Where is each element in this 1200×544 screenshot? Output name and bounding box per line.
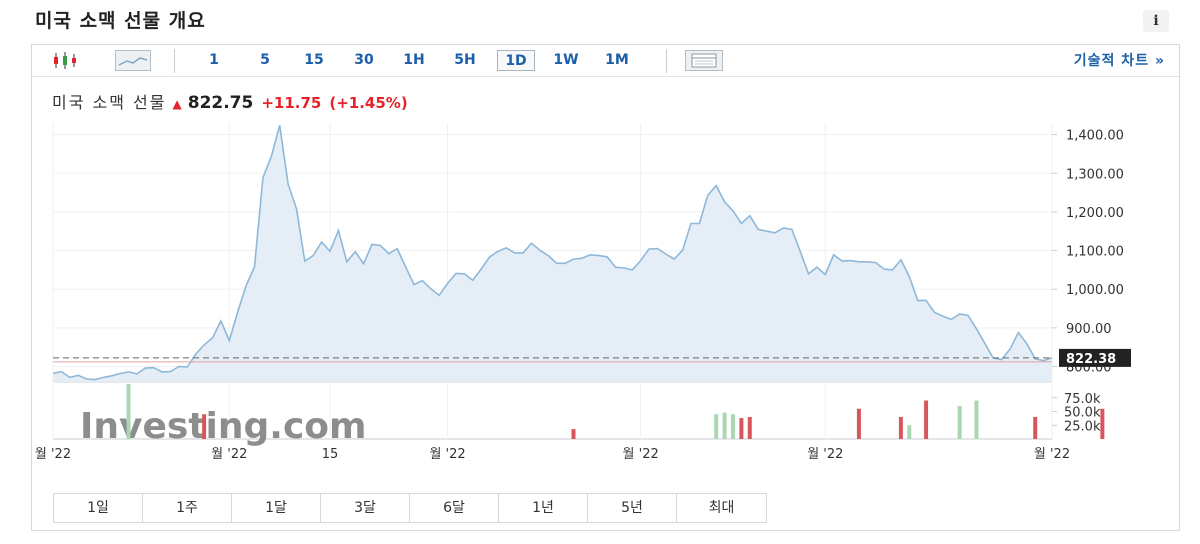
x-tick-label: 월 '22 bbox=[211, 447, 247, 462]
current-price-label: 822.38 bbox=[1066, 352, 1116, 367]
current-price-tag bbox=[1059, 348, 1131, 367]
volume-bar bbox=[730, 414, 735, 439]
volume-bar bbox=[747, 417, 752, 439]
interval-1m[interactable]: 1M bbox=[605, 52, 629, 68]
x-tick-label: 월 '22 bbox=[623, 447, 659, 462]
y-tick-label: 1,100.00 bbox=[1066, 245, 1124, 260]
range-1y-button[interactable]: 1년 bbox=[499, 494, 588, 522]
investing-watermark-logo: Investing.com bbox=[80, 406, 367, 447]
volume-bar bbox=[739, 418, 744, 439]
y-tick-label: 1,200.00 bbox=[1066, 206, 1124, 221]
volume-bar bbox=[924, 400, 929, 439]
interval-1w[interactable]: 1W bbox=[553, 52, 579, 68]
candlestick-icon[interactable] bbox=[50, 50, 82, 71]
volume-tick-label: 75.0k bbox=[1064, 392, 1101, 407]
range-1m-button[interactable]: 1달 bbox=[232, 494, 321, 522]
price-chart: 1,400.00 1,300.00 1,200.00 1,100.00 1,000.00… bbox=[35, 123, 1131, 462]
volume-tick-label: 25.0k bbox=[1064, 419, 1101, 434]
interval-30[interactable]: 30 bbox=[354, 52, 374, 68]
volume-tick-label: 50.0k bbox=[1064, 406, 1101, 421]
chart-toolbar: 1 5 15 30 1H 5H 1D 1W 1M 기술적 차트 » bbox=[32, 45, 1179, 77]
interval-1[interactable]: 1 bbox=[209, 52, 219, 68]
range-6m-button[interactable]: 6달 bbox=[410, 494, 499, 522]
range-1d-button[interactable]: 1일 bbox=[54, 494, 143, 522]
range-3m-button[interactable]: 3달 bbox=[321, 494, 410, 522]
volume-bar bbox=[957, 406, 962, 439]
range-1w-button[interactable]: 1주 bbox=[143, 494, 232, 522]
range-5y-button[interactable]: 5년 bbox=[588, 494, 677, 522]
volume-bar bbox=[714, 414, 719, 439]
price-line bbox=[52, 125, 1053, 381]
volume-bar bbox=[898, 417, 903, 439]
interval-15[interactable]: 15 bbox=[304, 52, 324, 68]
interval-1d[interactable]: 1D bbox=[497, 50, 535, 71]
volume-bar bbox=[856, 408, 861, 439]
volume-bar bbox=[722, 412, 727, 439]
price-area-fill bbox=[53, 125, 1052, 383]
instrument-name: 미국 소맥 선물 bbox=[52, 93, 167, 112]
volume-bar bbox=[974, 400, 979, 439]
range-selector: 1일 1주 1달 3달 6달 1년 5년 최대 bbox=[53, 493, 767, 523]
y-tick-label: 1,300.00 bbox=[1066, 167, 1124, 182]
interval-5[interactable]: 5 bbox=[260, 52, 270, 68]
info-icon[interactable]: i bbox=[1143, 10, 1169, 32]
interval-5h[interactable]: 5H bbox=[454, 52, 476, 68]
x-tick-label: 월 '22 bbox=[807, 447, 843, 462]
volume-bar bbox=[571, 429, 576, 439]
interval-1h[interactable]: 1H bbox=[403, 52, 425, 68]
page-title: 미국 소맥 선물 개요 bbox=[35, 10, 206, 32]
x-tick-label: 월 '22 bbox=[429, 447, 465, 462]
volume-bar bbox=[126, 384, 131, 439]
price-change-percent: (+1.45%) bbox=[329, 94, 408, 112]
volume-bar bbox=[1033, 417, 1038, 439]
price-change: +11.75 bbox=[261, 94, 322, 112]
volume-bar bbox=[202, 414, 207, 439]
range-max-button[interactable]: 최대 bbox=[677, 494, 766, 522]
volume-bar bbox=[1100, 408, 1105, 439]
table-view-icon[interactable] bbox=[685, 50, 723, 71]
toolbar-divider bbox=[666, 49, 667, 73]
technical-chart-link[interactable]: 기술적 차트 » bbox=[1073, 53, 1165, 69]
quote-header: 미국 소맥 선물 ▲ 822.75 +11.75 (+1.45%) bbox=[52, 89, 408, 113]
last-price: 822.75 bbox=[187, 93, 254, 113]
x-tick-label: 월 '22 bbox=[1034, 447, 1070, 462]
chart-panel: 1 5 15 30 1H 5H 1D 1W 1M 기술적 차트 » 미국 소맥 … bbox=[31, 44, 1180, 531]
x-tick-label: 15 bbox=[322, 447, 339, 462]
y-tick-label: 1,000.00 bbox=[1066, 283, 1124, 298]
volume-bar bbox=[907, 425, 912, 439]
toolbar-divider bbox=[174, 49, 175, 73]
y-tick-label: 1,400.00 bbox=[1066, 129, 1124, 144]
area-chart-icon[interactable] bbox=[115, 50, 151, 71]
x-tick-label: 월 '22 bbox=[35, 447, 71, 462]
y-tick-label: 900.00 bbox=[1066, 322, 1112, 337]
up-arrow-icon: ▲ bbox=[172, 97, 182, 111]
